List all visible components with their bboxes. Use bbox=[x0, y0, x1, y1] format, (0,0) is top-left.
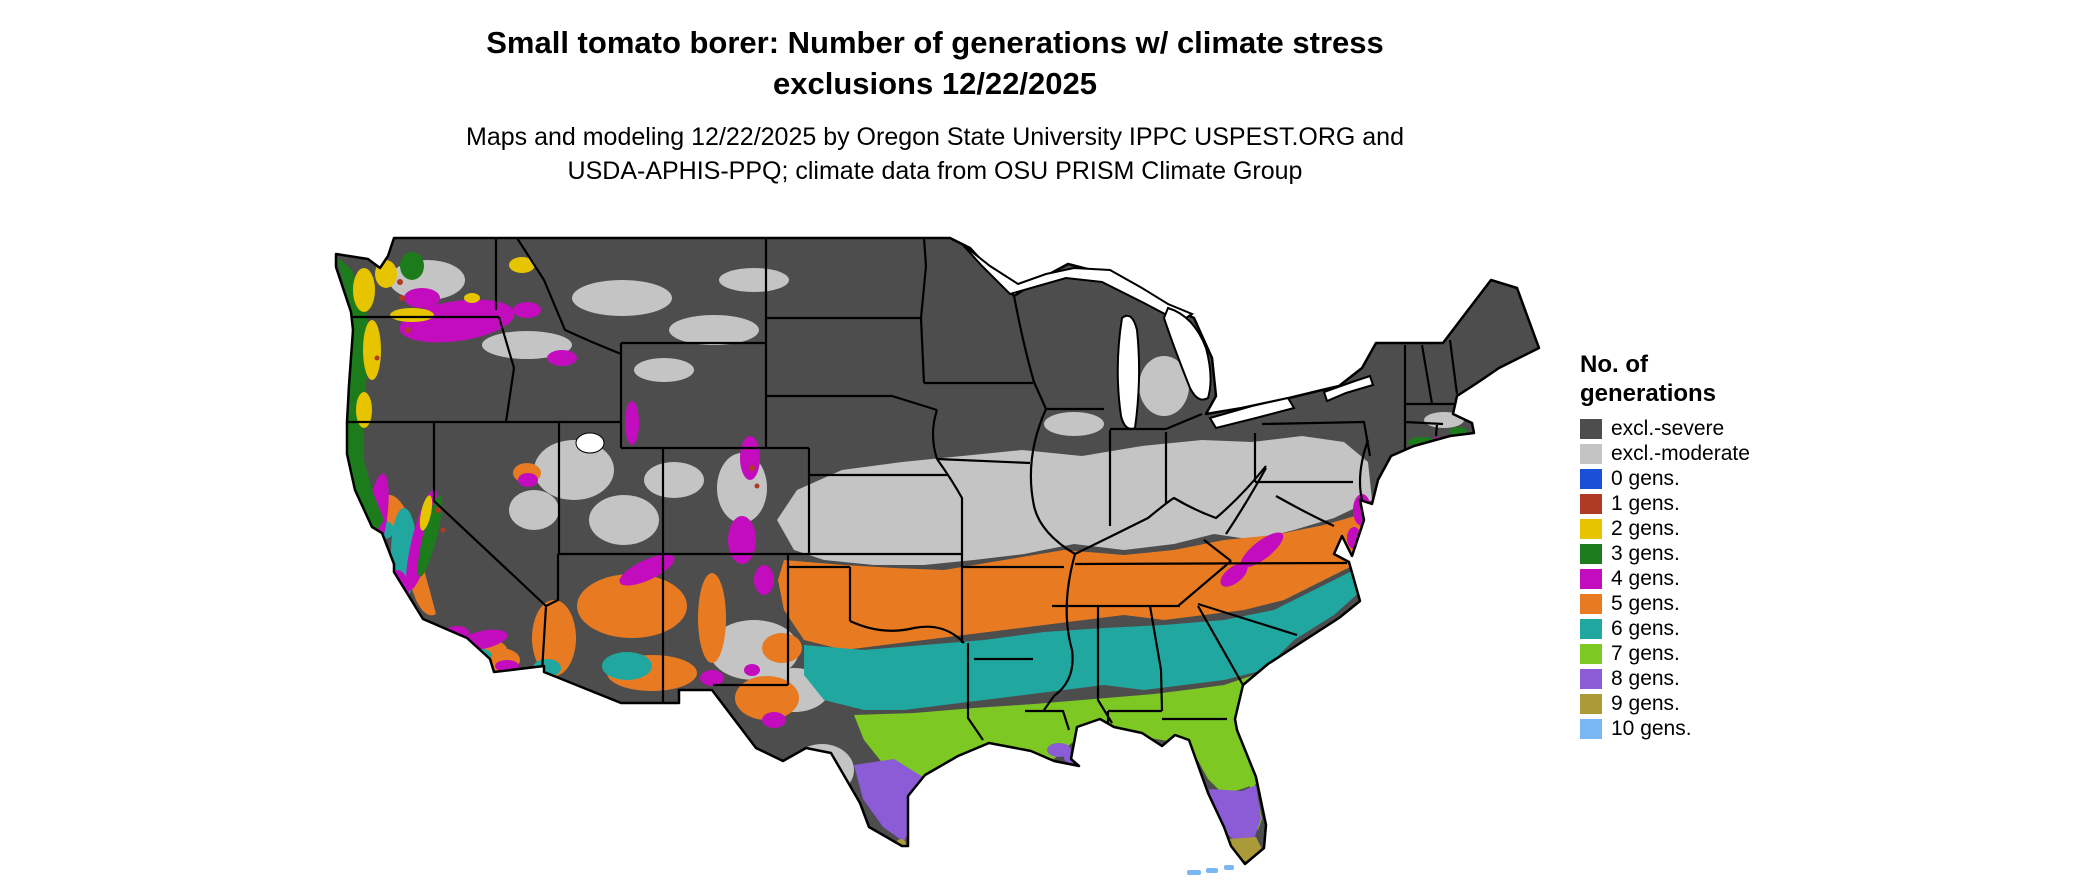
legend-swatch-g6 bbox=[1580, 618, 1602, 639]
legend-label-g8: 8 gens. bbox=[1611, 666, 1680, 690]
legend-title-line2: generations bbox=[1580, 380, 1717, 407]
legend-item-g4: 4 gens. bbox=[1580, 566, 1750, 591]
legend-swatch-moderate bbox=[1580, 443, 1602, 464]
legend-swatch-g0 bbox=[1580, 468, 1602, 489]
legend-swatch-g9 bbox=[1580, 693, 1602, 714]
us-map-container bbox=[322, 218, 1572, 892]
legend-item-g0: 0 gens. bbox=[1580, 466, 1750, 491]
legend-label-g10: 10 gens. bbox=[1611, 716, 1692, 740]
legend-title-line1: No. of bbox=[1580, 351, 1648, 378]
legend-item-moderate: excl.-moderate bbox=[1580, 441, 1750, 466]
legend-label-severe: excl.-severe bbox=[1611, 416, 1725, 440]
lake-michigan bbox=[1116, 314, 1141, 430]
map-legend: No. of generations excl.-severe excl.-mod… bbox=[1580, 350, 1750, 741]
legend-label-moderate: excl.-moderate bbox=[1611, 441, 1750, 465]
legend-item-g9: 9 gens. bbox=[1580, 691, 1750, 716]
legend-label-g3: 3 gens. bbox=[1611, 541, 1680, 565]
map-title-line2: exclusions 12/22/2025 bbox=[772, 66, 1097, 101]
legend-item-g2: 2 gens. bbox=[1580, 516, 1750, 541]
lake-erie bbox=[1208, 396, 1296, 430]
map-title-line1: Small tomato borer: Number of generation… bbox=[486, 25, 1384, 60]
state-borders bbox=[347, 238, 1459, 741]
lake-huron bbox=[1162, 306, 1212, 401]
legend-swatch-g1 bbox=[1580, 493, 1602, 514]
zone-9-gens bbox=[896, 837, 1262, 863]
legend-label-g5: 5 gens. bbox=[1611, 591, 1680, 615]
subtitle-line2: USDA-APHIS-PPQ; climate data from OSU PR… bbox=[567, 157, 1303, 185]
figure-header: Small tomato borer: Number of generation… bbox=[0, 22, 1870, 188]
legend-swatch-g8 bbox=[1580, 668, 1602, 689]
legend-item-g7: 7 gens. bbox=[1580, 641, 1750, 666]
legend-swatch-g10 bbox=[1580, 718, 1602, 739]
legend-swatch-severe bbox=[1580, 418, 1602, 439]
legend-item-g1: 1 gens. bbox=[1580, 491, 1750, 516]
generation-zones bbox=[336, 238, 1467, 863]
legend-label-g4: 4 gens. bbox=[1611, 566, 1680, 590]
legend-swatch-g3 bbox=[1580, 543, 1602, 564]
legend-item-g5: 5 gens. bbox=[1580, 591, 1750, 616]
legend-label-g6: 6 gens. bbox=[1611, 616, 1680, 640]
subtitle-line1: Maps and modeling 12/22/2025 by Oregon S… bbox=[466, 123, 1404, 151]
legend-label-g9: 9 gens. bbox=[1611, 691, 1680, 715]
us-generations-map bbox=[334, 236, 1541, 875]
legend-label-g0: 0 gens. bbox=[1611, 466, 1680, 490]
legend-items: excl.-severe excl.-moderate 0 gens. 1 gens.… bbox=[1580, 416, 1750, 741]
legend-swatch-g5 bbox=[1580, 593, 1602, 614]
legend-label-g7: 7 gens. bbox=[1611, 641, 1680, 665]
lake-ontario bbox=[1322, 374, 1375, 403]
great-salt-lake bbox=[575, 432, 605, 454]
legend-label-g2: 2 gens. bbox=[1611, 516, 1680, 540]
legend-title: No. of generations bbox=[1580, 350, 1750, 408]
legend-item-g6: 6 gens. bbox=[1580, 616, 1750, 641]
legend-swatch-g4 bbox=[1580, 568, 1602, 589]
zone-10-gens-florida-keys bbox=[1187, 865, 1234, 875]
great-lakes bbox=[575, 243, 1375, 454]
legend-label-g1: 1 gens. bbox=[1611, 491, 1680, 515]
figure-subtitle: Maps and modeling 12/22/2025 by Oregon S… bbox=[0, 120, 1870, 188]
legend-item-g8: 8 gens. bbox=[1580, 666, 1750, 691]
zone-8-gens bbox=[854, 743, 1261, 845]
legend-item-g3: 3 gens. bbox=[1580, 541, 1750, 566]
zone-1-gens bbox=[374, 279, 760, 533]
legend-item-g10: 10 gens. bbox=[1580, 716, 1750, 741]
legend-item-severe: excl.-severe bbox=[1580, 416, 1750, 441]
legend-swatch-g7 bbox=[1580, 643, 1602, 664]
legend-swatch-g2 bbox=[1580, 518, 1602, 539]
